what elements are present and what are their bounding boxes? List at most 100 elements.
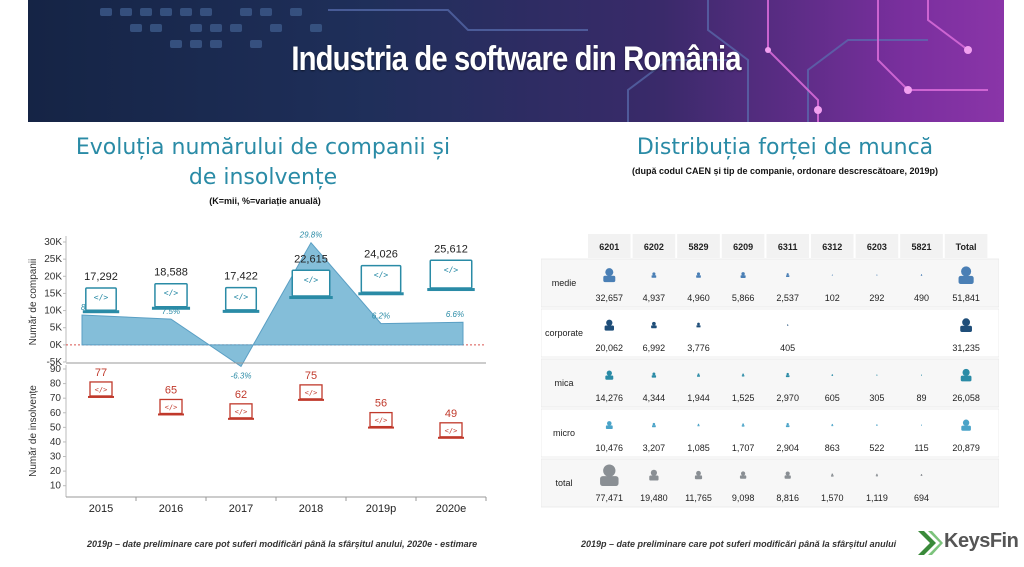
laptop-base [289, 296, 333, 300]
person-body [785, 425, 790, 428]
table-cell-value: 4,344 [643, 393, 666, 403]
person-head [650, 469, 657, 476]
variation-label: -6.3% [231, 371, 252, 380]
code-glyph: </> [234, 293, 249, 302]
row-label: medie [552, 278, 577, 288]
variation-label: 7.5% [162, 307, 180, 316]
person-head [697, 322, 700, 326]
person-head [962, 368, 970, 377]
person-body [876, 425, 878, 426]
person-icon [961, 419, 971, 431]
bottom-y-tick-label: 60 [50, 408, 62, 419]
person-icon [958, 266, 974, 284]
column-header: 6311 [778, 242, 798, 252]
person-icon [785, 422, 790, 428]
person-head [961, 266, 972, 277]
person-body [787, 325, 789, 326]
person-icon [741, 423, 745, 427]
person-body [830, 475, 834, 477]
person-body [876, 275, 878, 276]
table-cell-value: 3,207 [643, 443, 666, 453]
code-glyph: </> [164, 289, 179, 298]
row-label: total [555, 478, 572, 488]
table-row [541, 408, 999, 458]
table-cell-value: 5,866 [732, 293, 755, 303]
workforce-distribution-table: 6201 6202 5829 6209 6311 6312 6203 5821 Total med… [541, 234, 999, 508]
column-header-cell [766, 234, 809, 258]
column-header-cell [855, 234, 899, 258]
person-head [607, 421, 612, 426]
top-y-tick-label: 25K [44, 254, 62, 265]
companies-value: 24,026 [364, 249, 398, 261]
table-cell-value: 1,525 [732, 393, 755, 403]
person-icon [604, 319, 615, 331]
code-glyph: </> [445, 427, 458, 435]
top-y-tick-label: 30K [44, 237, 62, 248]
table-cell-value: 31,235 [952, 343, 980, 353]
person-head [697, 373, 700, 376]
table-cell-value: 11,765 [685, 493, 712, 503]
laptop-screen [85, 287, 117, 311]
person-icon [831, 274, 833, 276]
left-footnote: 2019p – date preliminare care pot suferi… [87, 539, 478, 549]
code-glyph: </> [94, 293, 109, 302]
x-tick-label: 2015 [89, 503, 113, 515]
bottom-y-tick-label: 90 [50, 364, 62, 375]
table-cell-value: 1,570 [821, 493, 844, 503]
person-head [962, 419, 970, 426]
table-cell-value: 2,537 [776, 293, 799, 303]
laptop-base [438, 436, 464, 439]
top-y-tick-label: 10K [44, 306, 62, 317]
companies-insolvencies-chart: 30K25K20K15K10K5K0K-5K8.7%7.5%-6.3%29.8%… [28, 231, 487, 515]
table-row [541, 258, 999, 308]
person-body [694, 475, 703, 480]
table-cell-value: 89 [916, 393, 926, 403]
row-label: corporate [545, 328, 583, 338]
row-label: micro [553, 428, 575, 438]
code-glyph: </> [305, 389, 318, 397]
person-icon [649, 469, 659, 481]
insolvency-value: 65 [165, 384, 177, 396]
person-head [652, 272, 656, 276]
table-cell-value: 32,657 [596, 293, 624, 303]
insolvency-laptop-icon: </> [438, 422, 464, 439]
companies-axis-label: Număr de companii [28, 259, 39, 346]
person-icon [697, 373, 700, 377]
person-head [876, 473, 878, 476]
column-header-cell [588, 234, 631, 258]
bottom-y-tick-label: 20 [50, 466, 62, 477]
person-icon [739, 471, 747, 479]
person-icon [920, 424, 923, 426]
left-chart-title-line2: de insolvențe [188, 165, 338, 190]
laptop-base [158, 413, 184, 416]
person-body [831, 275, 833, 276]
person-icon [831, 374, 834, 376]
person-body [605, 375, 614, 380]
variation-label: 6.6% [446, 310, 464, 319]
person-icon [920, 374, 923, 376]
person-icon [605, 370, 614, 380]
variation-label: 29.8% [299, 231, 323, 240]
table-cell-value: 8,816 [776, 493, 799, 503]
bottom-y-tick-label: 80 [50, 379, 62, 390]
column-header: 6312 [822, 242, 842, 252]
right-chart-title: Distribuția forței de muncă [636, 135, 934, 160]
table-cell-value: 522 [869, 443, 884, 453]
person-icon [696, 322, 701, 328]
person-icon [651, 321, 657, 329]
code-glyph: </> [235, 408, 248, 416]
table-cell-value: 51,841 [952, 293, 980, 303]
table-row [541, 308, 999, 358]
top-y-tick-label: 0K [50, 340, 63, 351]
x-tick-label: 2020e [436, 503, 467, 515]
person-head [876, 274, 878, 276]
laptop-icon: </> [222, 286, 260, 313]
x-tick-label: 2019p [366, 503, 397, 515]
header-banner: Industria de software din România [28, 0, 1004, 122]
person-body [831, 375, 834, 376]
insolvency-laptop-icon: </> [158, 398, 184, 416]
person-icon [696, 272, 701, 278]
person-body [920, 475, 923, 477]
table-row [541, 358, 999, 408]
table-cell-value: 20,879 [952, 443, 980, 453]
